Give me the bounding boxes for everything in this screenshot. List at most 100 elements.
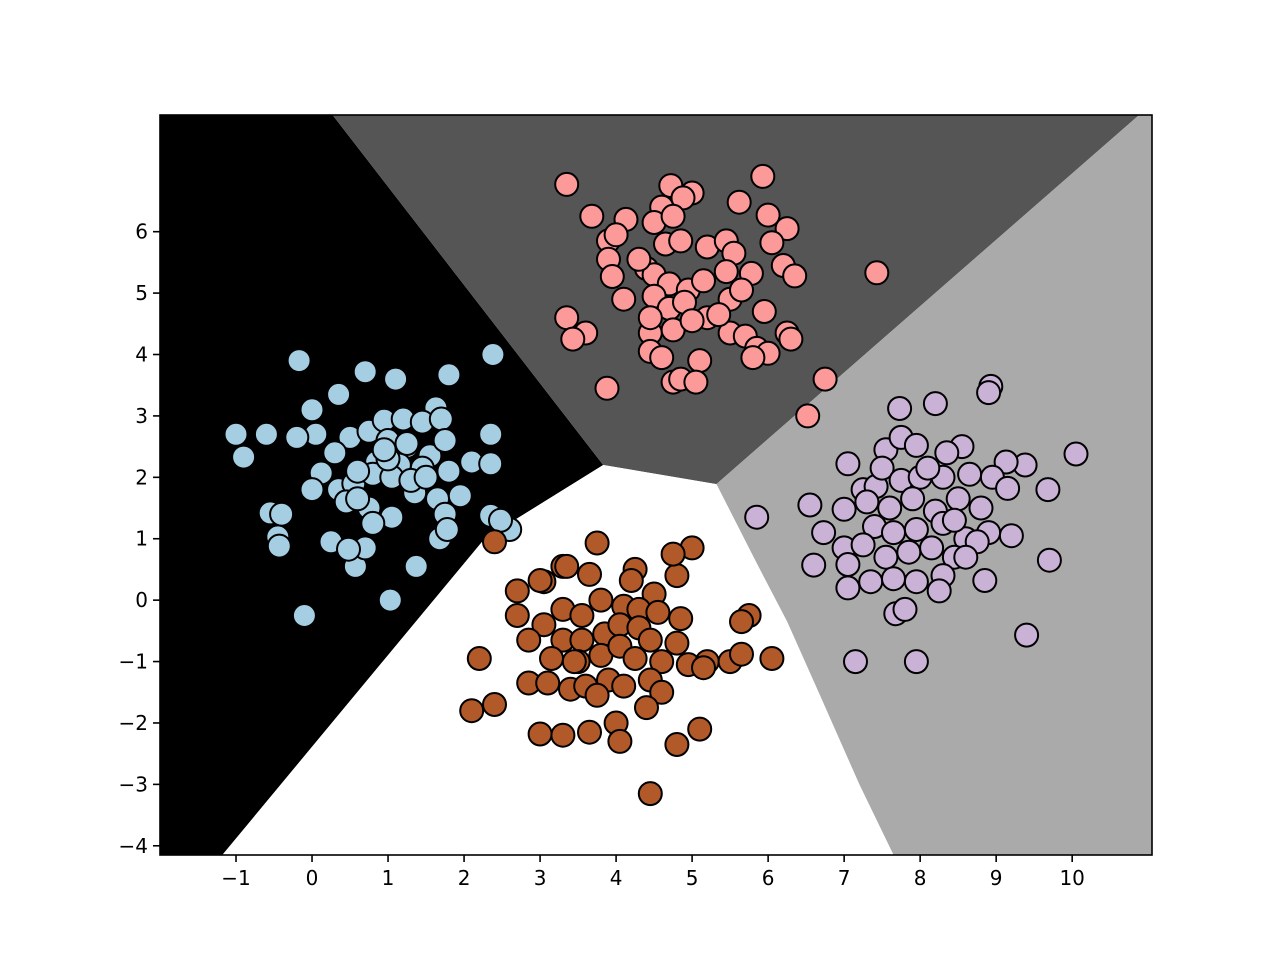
data-point — [266, 533, 292, 559]
data-point — [782, 263, 808, 289]
data-point — [854, 489, 880, 515]
data-point — [611, 286, 637, 312]
y-tick-label: 5 — [135, 281, 148, 305]
data-point — [755, 202, 781, 228]
data-point — [740, 345, 766, 371]
y-tick-label: −4 — [119, 834, 148, 858]
data-point — [466, 646, 492, 671]
data-point — [687, 716, 713, 742]
data-point — [345, 458, 371, 484]
series-class-1 — [554, 163, 890, 429]
y-tick-label: 2 — [135, 465, 148, 489]
data-point — [436, 362, 462, 388]
data-point — [903, 569, 929, 595]
data-point — [588, 587, 614, 613]
data-point — [801, 552, 827, 578]
data-point — [531, 612, 557, 638]
y-tick-label: 6 — [135, 220, 148, 244]
data-point — [432, 428, 458, 453]
x-tick-label: 7 — [838, 866, 851, 890]
data-point — [726, 189, 752, 215]
data-point — [691, 655, 716, 681]
data-point — [998, 523, 1024, 549]
data-point — [584, 682, 610, 708]
data-point — [603, 222, 629, 248]
data-point — [436, 458, 462, 484]
data-point — [926, 578, 952, 604]
data-point — [447, 483, 473, 509]
data-point — [360, 510, 386, 536]
data-point — [744, 504, 770, 530]
y-tick-label: −1 — [119, 650, 148, 674]
data-point — [881, 520, 906, 546]
data-point — [622, 646, 648, 671]
x-tick-label: 3 — [534, 866, 547, 890]
data-point — [516, 627, 542, 653]
x-tick-label: −1 — [221, 866, 250, 890]
data-point — [729, 609, 754, 635]
data-point — [811, 520, 837, 546]
data-point — [554, 553, 580, 579]
data-point — [649, 649, 675, 675]
data-point — [706, 302, 732, 328]
data-point — [759, 646, 785, 671]
x-tick-label: 0 — [306, 866, 319, 890]
data-point — [478, 451, 504, 477]
data-point — [299, 477, 325, 503]
data-point — [729, 641, 754, 667]
x-tick-label: 9 — [990, 866, 1003, 890]
data-point — [922, 391, 948, 417]
data-point — [504, 578, 530, 604]
data-point — [326, 381, 352, 407]
data-point — [569, 603, 595, 628]
data-point — [664, 563, 690, 589]
data-point — [299, 397, 325, 423]
data-point — [1035, 477, 1061, 503]
data-point — [618, 568, 644, 593]
data-point — [579, 203, 605, 229]
data-point — [877, 495, 903, 521]
x-tick-label: 1 — [382, 866, 395, 890]
data-point — [383, 366, 409, 392]
data-point — [664, 732, 690, 757]
data-point — [291, 603, 317, 628]
data-point — [607, 728, 633, 754]
data-point — [869, 455, 895, 481]
data-point — [668, 228, 694, 254]
data-point — [403, 553, 429, 579]
data-point — [459, 698, 485, 724]
data-point — [504, 603, 530, 628]
data-point — [750, 163, 776, 189]
y-tick-label: 4 — [135, 343, 148, 367]
data-point — [554, 305, 580, 331]
data-point — [668, 606, 694, 632]
data-point — [1036, 547, 1062, 573]
data-point — [434, 517, 460, 542]
data-point — [560, 326, 586, 352]
data-point — [664, 630, 690, 656]
data-point — [858, 569, 884, 595]
data-point — [919, 535, 945, 561]
x-tick-label: 4 — [610, 866, 623, 890]
data-points — [223, 163, 1089, 807]
data-point — [413, 464, 439, 490]
data-point — [972, 568, 998, 593]
data-point — [843, 649, 868, 675]
y-tick-label: −3 — [119, 772, 148, 796]
data-point — [535, 670, 561, 696]
data-point — [611, 673, 637, 699]
axes-frame — [159, 114, 1153, 856]
data-point — [873, 544, 899, 570]
data-point — [584, 530, 610, 556]
y-tick-label: −2 — [119, 711, 148, 735]
x-tick-label: 8 — [914, 866, 927, 890]
data-point — [561, 649, 587, 675]
data-point — [881, 566, 906, 592]
series-class-3 — [459, 529, 785, 807]
data-point — [322, 440, 348, 466]
data-point — [945, 486, 971, 512]
data-point — [900, 486, 926, 512]
series-class-0 — [223, 342, 523, 628]
data-point — [352, 359, 378, 385]
